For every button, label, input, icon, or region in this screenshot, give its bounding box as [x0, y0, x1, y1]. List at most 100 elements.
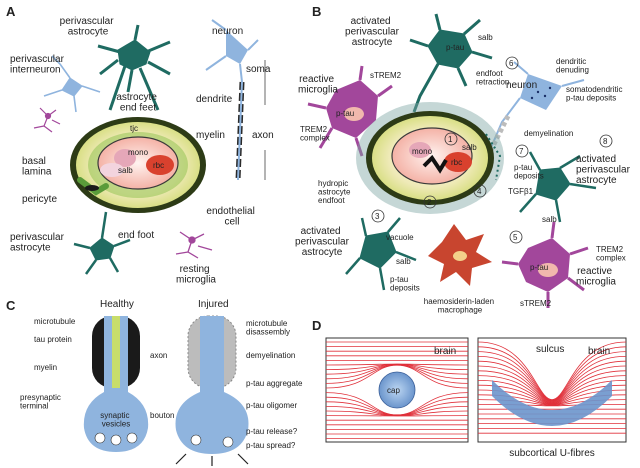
- resting-microglia-cell: [175, 231, 213, 259]
- label-b-salb-vessel: salb: [462, 143, 477, 152]
- label-injured: Injured: [198, 299, 229, 310]
- label-perivascular-interneuron: perivascular interneuron: [10, 54, 67, 76]
- panels-a-labels-endothelial_cell-line2: cell: [224, 217, 239, 228]
- label-c-demyelination: demyelination: [246, 351, 295, 360]
- label-dendrite: dendrite: [196, 94, 233, 105]
- field-line: [477, 346, 627, 401]
- label-basal-lamina: basal lamina: [22, 156, 52, 178]
- cap-diagram: [325, 337, 469, 443]
- label-b-reactive-microglia-left: reactive microglia: [298, 74, 338, 96]
- panels-a-labels-perivascular_interneuron-line2: interneuron: [10, 65, 61, 76]
- label-soma: soma: [246, 64, 271, 75]
- field-line: [325, 364, 469, 389]
- panels-b-labels-p_tau_deposits_bottom-line2: deposits: [390, 283, 420, 292]
- panels-b-labels-dendritic_denuding-line2: denuding: [556, 65, 589, 74]
- label-b-salb-bottom: salb: [396, 257, 411, 266]
- field-line: [477, 360, 627, 402]
- activated-astrocyte-left-cell: [345, 217, 417, 291]
- panels-a-labels-resting_microglia-line2: microglia: [176, 275, 216, 286]
- label-tgfb1: TGFβ1: [508, 187, 534, 196]
- field-line: [477, 351, 627, 401]
- field-line: [477, 380, 627, 404]
- panel-d-letter: D: [312, 318, 321, 333]
- label-myelin-a: myelin: [196, 130, 225, 141]
- b-num-8: 8: [603, 137, 608, 146]
- panels-a-labels-basal_lamina-line2: lamina: [22, 167, 52, 178]
- b-num-2-ring: [423, 195, 437, 209]
- label-b-mono: mono: [412, 147, 433, 156]
- haemosiderin-macrophage-cell: [428, 224, 492, 286]
- label-cap: cap: [387, 386, 400, 395]
- panels-b-labels-p_tau_deposits_mid-line2: deposits: [514, 171, 544, 180]
- label-b-demyelination: demyelination: [524, 129, 573, 138]
- panel-d: D brain cap sulcus brain subcortical U-f…: [312, 318, 627, 459]
- perivascular-interneuron-cell: [43, 55, 101, 113]
- b-num-5-ring: [509, 230, 523, 244]
- panels-b-labels-endfoot_retraction-line2: retraction: [476, 77, 509, 86]
- panels-a-labels-perivascular_astrocyte_bottom-line2: astrocyte: [10, 243, 51, 254]
- label-b-salb-top: salb: [478, 33, 493, 42]
- label-b-neuron: neuron: [506, 80, 537, 91]
- activated-astrocyte-right-cell: [519, 151, 597, 223]
- b-num-2: 2: [427, 198, 432, 207]
- panels-b-labels-somatodendritic-line2: p-tau deposits: [566, 93, 616, 102]
- perivascular-astrocyte-top-cell: [97, 24, 171, 111]
- b-num-3-ring: [371, 209, 385, 223]
- b-num-4-ring: [473, 184, 487, 198]
- label-b-p-tau-microglia-right: p-tau: [530, 263, 548, 272]
- label-b-trem2-right: TREM2 complex: [596, 245, 626, 262]
- neuron-cell-b: [487, 61, 585, 154]
- blood-vessel-a: [70, 117, 206, 213]
- label-sulcus: sulcus: [536, 344, 564, 355]
- panel-a-letter: A: [6, 4, 16, 19]
- label-p-tau-spread: p-tau spread?: [246, 441, 296, 450]
- label-perivascular-astrocyte-bottom: perivascular astrocyte: [10, 232, 67, 254]
- label-subcortical: subcortical U-fibres: [509, 448, 595, 459]
- label-perivascular-astrocyte-top: perivascular astrocyte: [60, 16, 117, 38]
- label-rbc-a: rbc: [153, 161, 164, 170]
- b-num-7: 7: [519, 147, 524, 156]
- panels-a-labels-perivascular_astrocyte_top-line2: astrocyte: [68, 27, 109, 38]
- label-b-p-tau-top: p-tau: [446, 43, 464, 52]
- label-b-strem2-bottom: sTREM2: [520, 299, 552, 308]
- label-vacuole: vacuole: [386, 233, 414, 242]
- label-p-tau-aggregate: p-tau aggregate: [246, 379, 303, 388]
- reactive-microglia-left-cell: [307, 65, 393, 157]
- resting-microglia-left: [33, 107, 61, 133]
- label-healthy: Healthy: [100, 299, 134, 310]
- b-num-6-ring: [505, 56, 519, 70]
- label-brain-right: brain: [588, 346, 610, 357]
- blood-vessel-b: [356, 102, 504, 214]
- b-num-5: 5: [513, 233, 518, 242]
- label-b-trem2-left: TREM2 complex: [300, 125, 330, 142]
- field-line: [477, 375, 627, 404]
- panel-a: A perivascular astrocyte perivascular in…: [6, 4, 274, 286]
- panels-c-labels-microtubule_disassembly-line2: disassembly: [246, 327, 290, 336]
- label-end-foot: end foot: [118, 230, 154, 241]
- panels-c-labels-synaptic_vesicles-line2: vesicles: [102, 419, 130, 428]
- panels-b-labels-activated_perivascular_astrocyte_right-line2: perivascular: [576, 165, 631, 176]
- panels-b-labels-activated_perivascular_astrocyte_left-line2: perivascular: [295, 237, 350, 248]
- panel-c-letter: C: [6, 298, 16, 313]
- field-line: [477, 356, 627, 402]
- b-num-8-ring: [599, 134, 613, 148]
- b-num-1-ring: [444, 132, 458, 146]
- label-c-axon: axon: [150, 351, 167, 360]
- label-microtubule-disassembly: microtubule disassembly: [246, 319, 290, 336]
- label-dendritic-denuding: dendritic denuding: [556, 57, 589, 74]
- label-resting-microglia: resting microglia: [176, 264, 216, 286]
- panels-b-labels-hydropic_endfoot-line3: endfoot: [318, 196, 345, 205]
- panels-b-labels-reactive_microglia_left-line2: microglia: [298, 85, 338, 96]
- label-b-salb-right: salb: [542, 215, 557, 224]
- panel-b-letter: B: [312, 4, 321, 19]
- label-axon-a: axon: [252, 130, 274, 141]
- panels-b-labels-haemosiderin-line2: macrophage: [438, 305, 483, 314]
- label-b-rbc: rbc: [451, 158, 462, 167]
- label-b-p-tau-deposits-bottom: p-tau deposits: [390, 275, 420, 292]
- label-brain-left: brain: [434, 346, 456, 357]
- b-num-1: 1: [448, 135, 453, 144]
- panels-b-labels-trem2_complex_left-line2: complex: [300, 133, 330, 142]
- b-num-6: 6: [509, 59, 514, 68]
- label-b-p-tau-microglia: p-tau: [336, 109, 354, 118]
- field-line: [477, 384, 627, 405]
